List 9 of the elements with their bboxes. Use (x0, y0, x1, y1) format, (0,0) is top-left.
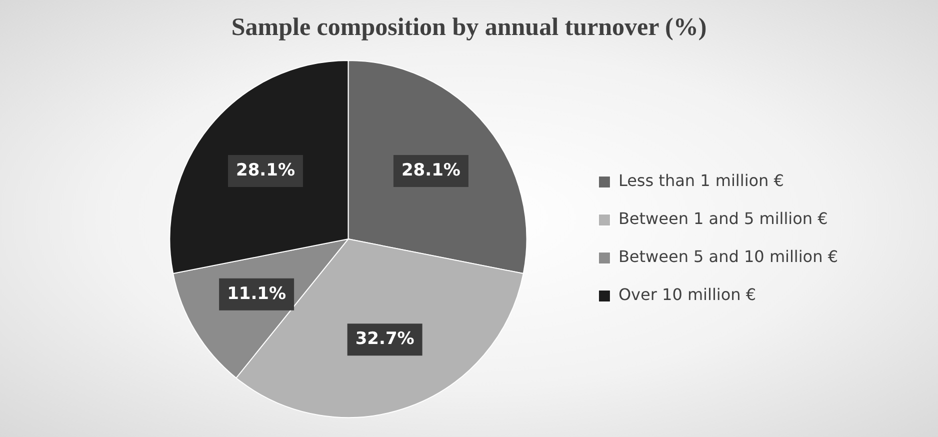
legend-label: Between 5 and 10 million € (618, 247, 838, 266)
data-label: 32.7% (355, 329, 414, 350)
legend-label: Between 1 and 5 million € (618, 209, 828, 228)
legend-label: Less than 1 million € (618, 171, 784, 190)
legend-label: Over 10 million € (618, 285, 756, 304)
data-label: 28.1% (401, 160, 460, 180)
chart-title: Sample composition by annual turnover (%) (230, 14, 708, 42)
data-label: 28.1% (236, 160, 295, 180)
data-label: 11.1% (227, 284, 286, 304)
